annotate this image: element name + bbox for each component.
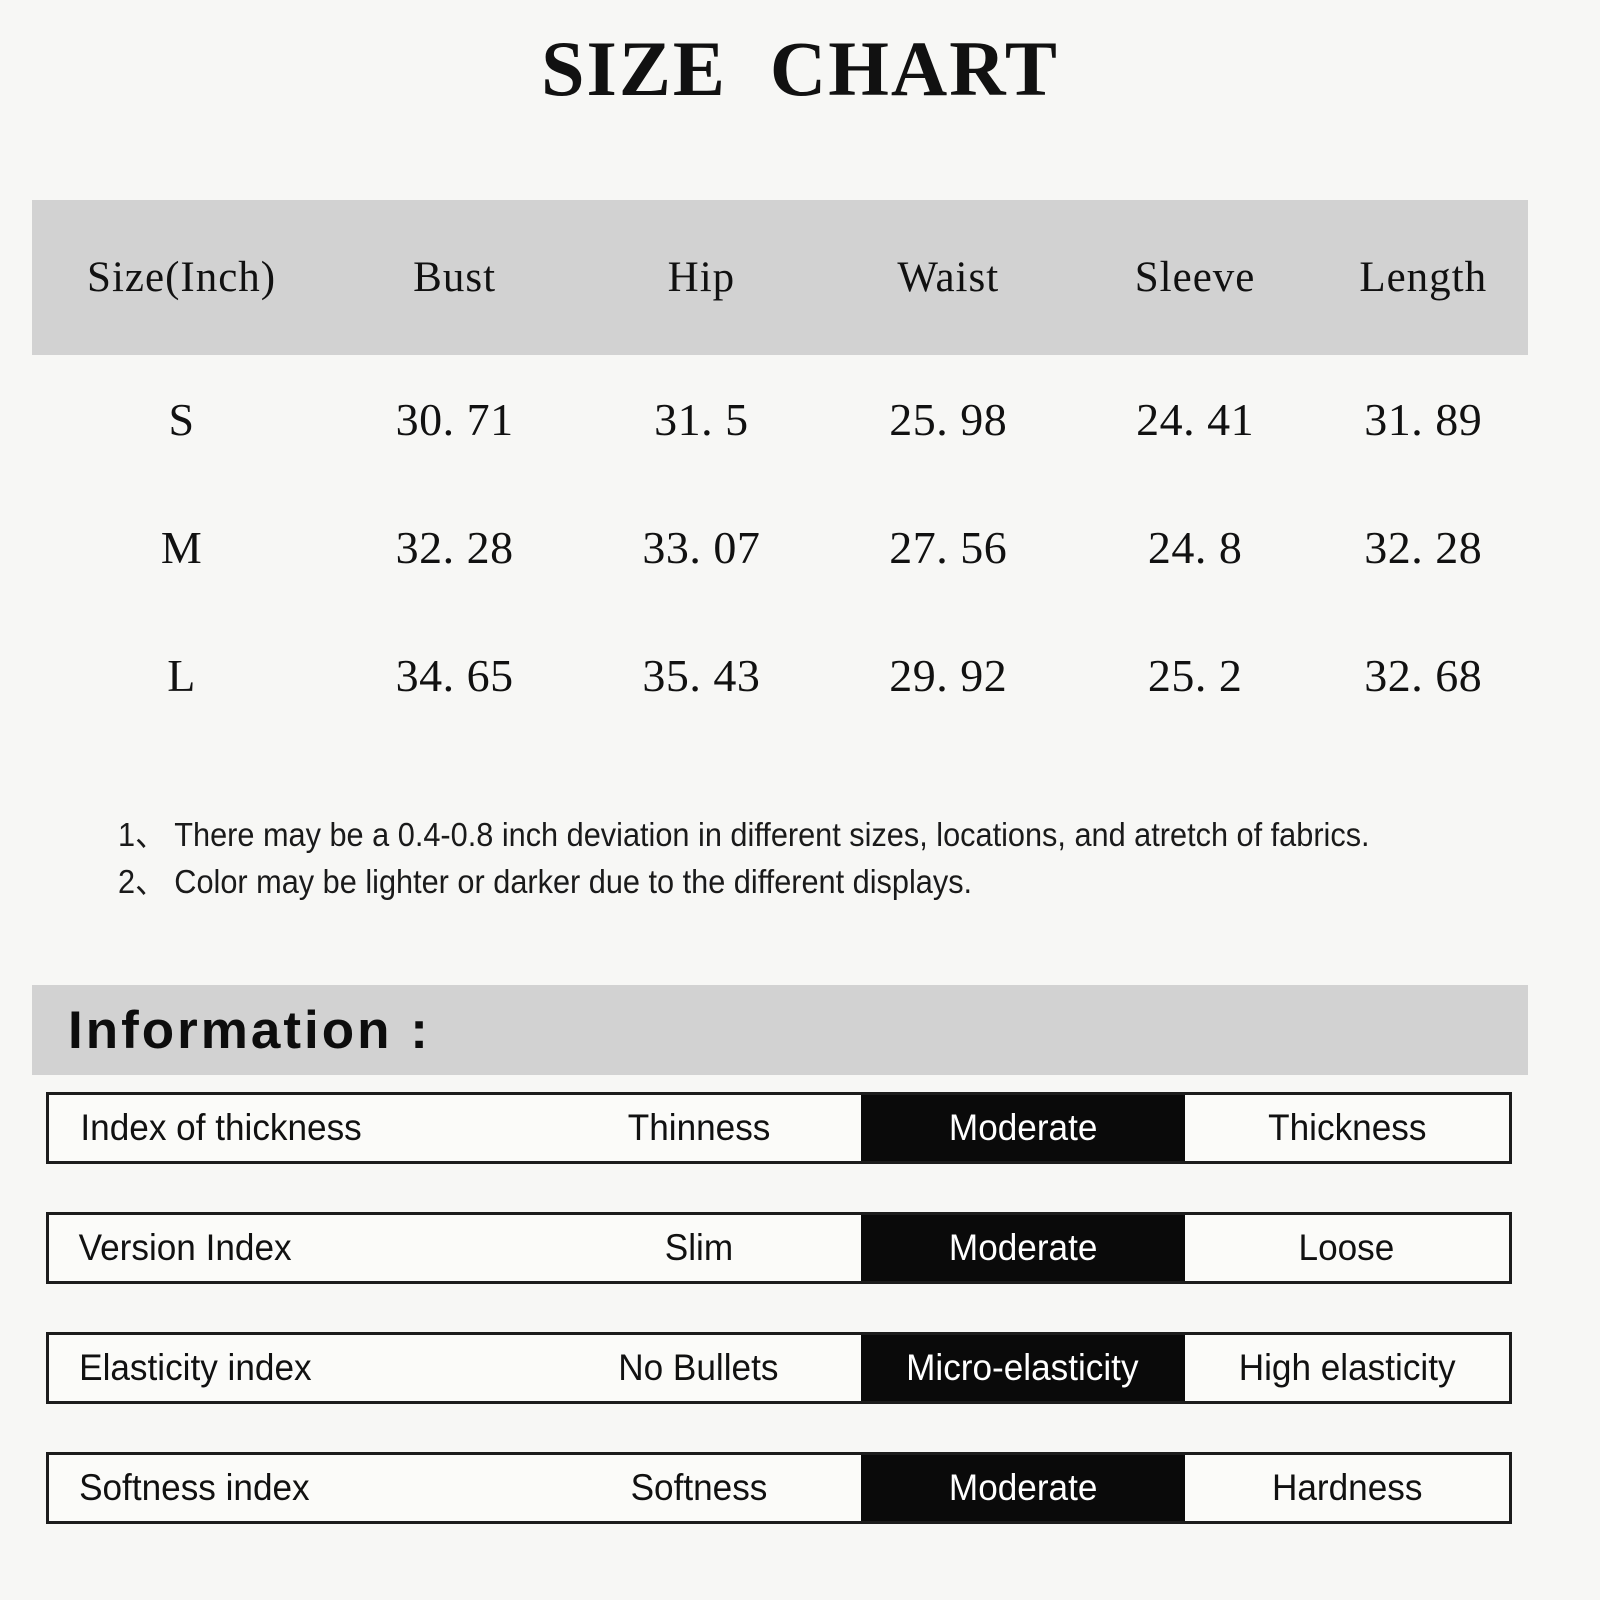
column-header-length: Length — [1359, 254, 1488, 301]
page-title: SIZE CHART — [541, 25, 1059, 112]
size-measurement-table: Size(Inch) Bust Hip Waist Sleeve Length … — [32, 200, 1528, 739]
index-option-low-version[interactable]: Slim — [664, 1227, 733, 1268]
column-header-sleeve: Sleeve — [1134, 254, 1256, 301]
note-line-2: 2、 Color may be lighter or darker due to… — [118, 862, 973, 900]
index-row-thickness: Index of thickness Thinness Moderate Thi… — [46, 1092, 1512, 1164]
table-row: M 32. 28 33. 07 27. 56 24. 8 32. 28 — [32, 483, 1528, 611]
column-header-bust: Bust — [413, 254, 497, 301]
table-row: L 34. 65 35. 43 29. 92 25. 2 32. 68 — [32, 611, 1528, 739]
index-label-softness: Softness index — [79, 1467, 310, 1508]
index-label-version: Version Index — [78, 1227, 292, 1268]
page-title-container: SIZE CHART — [0, 30, 1600, 108]
cell-waist: 29. 92 — [889, 649, 1008, 701]
cell-length: 31. 89 — [1364, 393, 1483, 445]
cell-sleeve: 25. 2 — [1147, 649, 1243, 701]
index-option-mid-elasticity-selected[interactable]: Micro-elasticity — [860, 1335, 1185, 1401]
cell-waist: 25. 98 — [889, 393, 1008, 445]
cell-size: L — [167, 649, 196, 701]
cell-length: 32. 68 — [1364, 649, 1483, 701]
index-option-high-thickness[interactable]: Thickness — [1267, 1107, 1427, 1148]
index-option-mid-thickness-selected[interactable]: Moderate — [860, 1095, 1185, 1161]
index-option-mid-version-selected[interactable]: Moderate — [860, 1215, 1185, 1281]
index-option-high-softness[interactable]: Hardness — [1271, 1467, 1423, 1508]
index-label-thickness: Index of thickness — [80, 1107, 362, 1148]
index-option-high-elasticity[interactable]: High elasticity — [1238, 1347, 1456, 1388]
index-label-elasticity: Elasticity index — [79, 1347, 312, 1388]
cell-bust: 32. 28 — [395, 521, 514, 573]
column-header-waist: Waist — [897, 254, 1000, 301]
information-heading-band: Information : — [32, 985, 1528, 1075]
cell-bust: 34. 65 — [395, 649, 514, 701]
index-option-high-version[interactable]: Loose — [1299, 1227, 1395, 1268]
cell-bust: 30. 71 — [395, 393, 514, 445]
column-header-size: Size(Inch) — [87, 254, 277, 301]
cell-waist: 27. 56 — [889, 521, 1008, 573]
cell-length: 32. 28 — [1364, 521, 1483, 573]
table-row: S 30. 71 31. 5 25. 98 24. 41 31. 89 — [32, 355, 1528, 483]
index-row-version: Version Index Slim Moderate Loose — [46, 1212, 1512, 1284]
index-option-low-elasticity[interactable]: No Bullets — [618, 1347, 779, 1388]
disclaimer-notes: 1、 There may be a 0.4-0.8 inch deviation… — [118, 812, 1518, 906]
note-line-1: 1、 There may be a 0.4-0.8 inch deviation… — [118, 816, 1370, 853]
index-option-low-thickness[interactable]: Thinness — [627, 1107, 770, 1148]
information-heading: Information : — [68, 1000, 431, 1060]
cell-hip: 31. 5 — [654, 393, 749, 445]
cell-sleeve: 24. 41 — [1136, 393, 1255, 445]
index-row-softness: Softness index Softness Moderate Hardnes… — [46, 1452, 1512, 1524]
cell-hip: 33. 07 — [642, 521, 761, 573]
cell-size: S — [168, 393, 195, 445]
information-index-list: Index of thickness Thinness Moderate Thi… — [46, 1092, 1512, 1572]
cell-hip: 35. 43 — [642, 649, 761, 701]
index-row-elasticity: Elasticity index No Bullets Micro-elasti… — [46, 1332, 1512, 1404]
index-option-low-softness[interactable]: Softness — [630, 1467, 768, 1508]
index-option-mid-softness-selected[interactable]: Moderate — [860, 1455, 1185, 1521]
column-header-hip: Hip — [667, 254, 736, 301]
cell-sleeve: 24. 8 — [1147, 521, 1243, 573]
size-table-header-row: Size(Inch) Bust Hip Waist Sleeve Length — [32, 200, 1528, 355]
cell-size: M — [160, 521, 203, 573]
